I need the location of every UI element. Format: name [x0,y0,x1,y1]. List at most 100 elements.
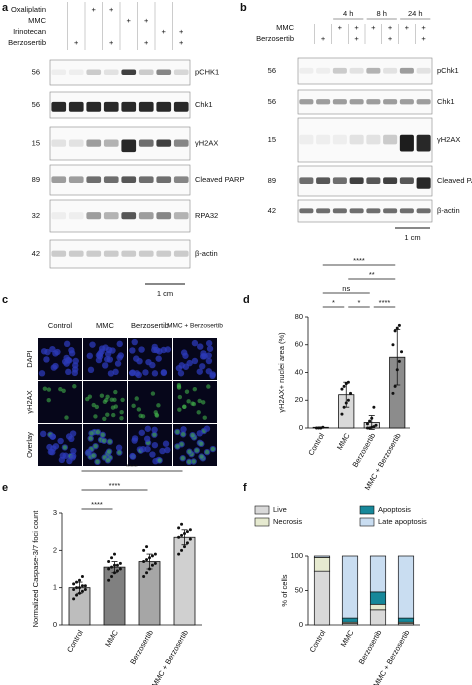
nucleus [186,359,193,367]
blot-band [332,67,347,74]
blot-band [366,208,381,214]
treatment-label: MMC [28,16,46,25]
data-point [72,588,76,592]
y-tick-label: 20 [295,395,303,404]
y-tick-label: 0 [53,620,57,629]
legend-swatch [359,505,375,515]
y-tick-label: 0 [299,620,303,629]
marker-label: 32 [32,211,40,220]
blot-band [173,212,189,220]
data-point [115,569,119,573]
data-point [185,530,189,534]
blot-band [299,208,314,214]
legend-label: Late apoptosis [378,517,427,526]
protein-label: Chk1 [437,97,455,106]
blot-band [399,99,414,105]
blot-band [383,67,398,74]
foci [190,401,195,406]
blot [297,57,433,85]
foci [64,415,69,420]
blot-band [383,208,398,214]
data-point [365,426,369,430]
foci [156,403,161,408]
nucleus [160,369,168,377]
panel-label: a [2,2,9,14]
blot-band [103,139,119,147]
nucleus [68,350,76,357]
nucleus [39,430,47,438]
blot-band [103,69,119,75]
blot-band [416,177,431,189]
data-point [145,571,149,575]
x-tick-label: MMC [103,628,120,649]
nucleus [85,448,92,456]
blot-band [156,69,172,75]
column-label: Control [48,321,73,330]
blot-band [316,177,331,184]
blot-band [173,69,189,75]
foci [104,397,109,403]
nucleus [162,440,170,447]
nucleus [196,430,203,437]
nucleus [205,340,213,347]
y-axis-label: γH2AX+ nuclei area (%) [277,332,286,413]
marker-label: 56 [268,97,276,106]
foci [105,458,111,463]
nucleus [135,371,142,379]
nucleus [155,355,162,362]
nucleus [69,430,77,437]
data-point [346,398,350,402]
foci [93,443,98,449]
nucleus [54,348,61,356]
nucleus [70,447,77,455]
nucleus [106,356,114,363]
treatment-label: Berzosertib [256,34,294,43]
foci [152,432,157,437]
protein-label: γH2AX [437,135,460,144]
nucleus [177,370,185,377]
data-point [188,528,192,532]
treatment-sign: + [179,38,184,47]
legend-label: Necrosis [273,517,302,526]
nucleus [115,444,123,451]
foci [199,454,204,459]
data-point [393,384,397,388]
nucleus [164,446,171,454]
bar [103,566,126,626]
nucleus [116,340,123,348]
foci [136,407,142,412]
x-tick-label: Berzosertib [128,628,155,665]
panel-label: d [243,294,250,306]
data-point [72,597,76,601]
x-tick-label: MMC [335,431,352,452]
nucleus [129,452,136,460]
foci [119,410,124,415]
blot-band [138,250,154,257]
data-point [107,567,111,571]
blot-band [138,176,154,183]
marker-label: 15 [268,135,276,144]
row-label: γH2AX [25,390,34,413]
nucleus [57,437,64,445]
micrograph [128,381,172,423]
protein-label: RPA32 [195,211,218,220]
time-label: 4 h [343,9,353,18]
foci [105,412,110,417]
blot-band [121,69,137,75]
significance-label: **** [379,298,391,307]
nucleus [160,346,167,354]
blot-band [173,176,189,183]
data-point [397,359,401,363]
panel-label: b [240,2,247,14]
nucleus [151,441,159,449]
legend-label: Apoptosis [378,505,411,514]
nucleus [112,368,119,376]
data-point [153,552,157,556]
nucleus [199,363,206,370]
blot-band [121,176,137,183]
foci [199,441,204,447]
bar-segment [369,603,387,611]
nucleus [65,368,72,376]
data-point [180,522,184,526]
nucleus [159,447,166,455]
